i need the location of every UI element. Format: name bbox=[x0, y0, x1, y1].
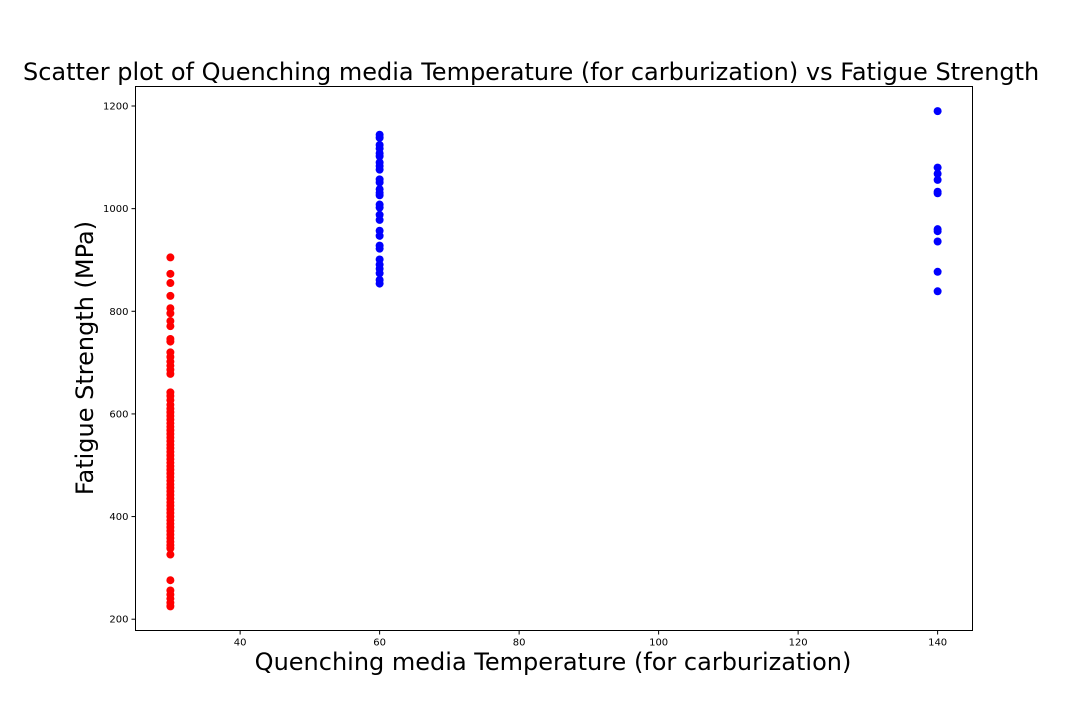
scatter-point bbox=[375, 165, 384, 174]
scatter-point bbox=[375, 215, 384, 224]
scatter-point bbox=[933, 175, 942, 184]
scatter-point bbox=[166, 279, 175, 288]
scatter-point bbox=[933, 227, 942, 236]
scatter-point bbox=[166, 576, 175, 585]
x-tick-label: 40 bbox=[234, 638, 247, 649]
scatter-point bbox=[933, 163, 942, 172]
scatter-point bbox=[375, 231, 384, 240]
scatter-point bbox=[933, 237, 942, 246]
scatter-point bbox=[166, 550, 175, 559]
scatter-point bbox=[166, 602, 175, 611]
scatter-point bbox=[166, 369, 175, 378]
scatter-point bbox=[166, 253, 175, 262]
data-points bbox=[166, 107, 942, 611]
scatter-point bbox=[933, 169, 942, 178]
scatter-point bbox=[166, 269, 175, 278]
y-tick-label: 200 bbox=[109, 615, 128, 626]
x-tick-label: 60 bbox=[373, 638, 386, 649]
scatter-point bbox=[933, 107, 942, 116]
x-tick-label: 100 bbox=[649, 638, 668, 649]
scatter-point bbox=[166, 291, 175, 300]
scatter-point bbox=[375, 244, 384, 253]
scatter-point bbox=[166, 309, 175, 318]
scatter-point bbox=[166, 337, 175, 346]
scatter-point bbox=[375, 133, 384, 142]
x-tick-label: 80 bbox=[513, 638, 526, 649]
scatter-point bbox=[375, 191, 384, 200]
x-axis-label: Quenching media Temperature (for carburi… bbox=[255, 648, 852, 676]
y-axis-ticks: 200 400 600 800 1000 1200 bbox=[103, 102, 136, 626]
scatter-point bbox=[375, 203, 384, 212]
scatter-point bbox=[375, 269, 384, 278]
y-tick-label: 800 bbox=[109, 307, 128, 318]
scatter-point bbox=[375, 178, 384, 187]
scatter-point bbox=[375, 279, 384, 288]
scatter-point bbox=[166, 322, 175, 331]
y-tick-label: 600 bbox=[109, 409, 128, 420]
y-tick-label: 1200 bbox=[103, 102, 128, 113]
y-tick-label: 400 bbox=[109, 512, 128, 523]
scatter-point bbox=[375, 152, 384, 161]
x-tick-label: 120 bbox=[789, 638, 808, 649]
x-tick-label: 140 bbox=[928, 638, 947, 649]
x-axis-ticks: 40 60 80 100 120 140 bbox=[234, 630, 947, 649]
scatter-point bbox=[933, 287, 942, 296]
chart-title: Scatter plot of Quenching media Temperat… bbox=[23, 58, 1039, 86]
plot-area bbox=[135, 86, 973, 631]
y-axis-label: Fatigue Strength (MPa) bbox=[71, 221, 99, 495]
scatter-point bbox=[166, 544, 175, 553]
scatter-point bbox=[933, 189, 942, 198]
y-tick-label: 1000 bbox=[103, 204, 128, 215]
scatter-point bbox=[933, 267, 942, 276]
